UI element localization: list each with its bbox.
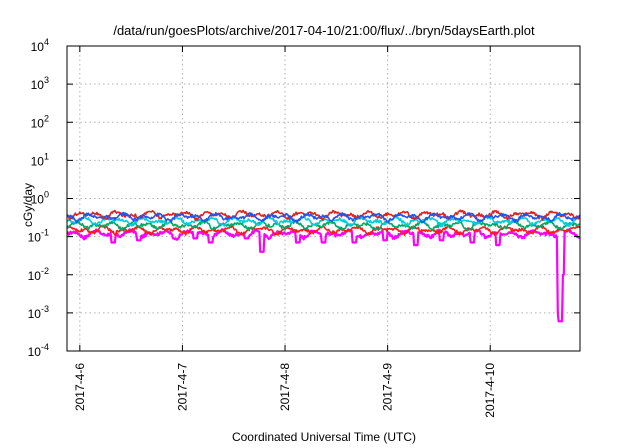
series-line: [67, 209, 581, 222]
series-line: [66, 211, 581, 224]
y-tick-label: 104: [31, 37, 49, 54]
x-tick-label: 2017-4-6: [73, 363, 87, 411]
y-tick-label: 101: [31, 151, 49, 168]
y-axis-label: cGy/day: [21, 183, 35, 227]
y-tick-label: 10-2: [28, 266, 49, 283]
y-tick-label: 10-4: [28, 342, 49, 359]
x-tick-label: 2017-4-9: [381, 363, 395, 411]
x-tick-label: 2017-4-7: [175, 363, 189, 411]
x-tick-label: 2017-4-8: [278, 363, 292, 411]
grid: [67, 46, 580, 351]
y-tick-label: 103: [31, 75, 49, 92]
series-line: [66, 215, 581, 228]
x-axis-label: Coordinated Universal Time (UTC): [232, 430, 416, 444]
y-tick-label: 100: [31, 190, 49, 207]
y-axis: 10-4 10-3 10-2 10-1 100 101 102 103 104: [28, 37, 580, 359]
x-axis: 2017-4-6 2017-4-7 2017-4-8 2017-4-9 2017-4-1…: [73, 46, 497, 418]
y-tick-label: 10-3: [28, 304, 49, 321]
series-layer: [66, 209, 581, 323]
x-tick-label: 2017-4-10: [483, 363, 497, 418]
series-line: [66, 220, 581, 232]
y-tick-label: 10-1: [28, 228, 49, 245]
chart-title: /data/run/goesPlots/archive/2017-04-10/2…: [113, 23, 535, 38]
y-tick-label: 102: [31, 113, 49, 130]
series-line: [66, 228, 581, 323]
